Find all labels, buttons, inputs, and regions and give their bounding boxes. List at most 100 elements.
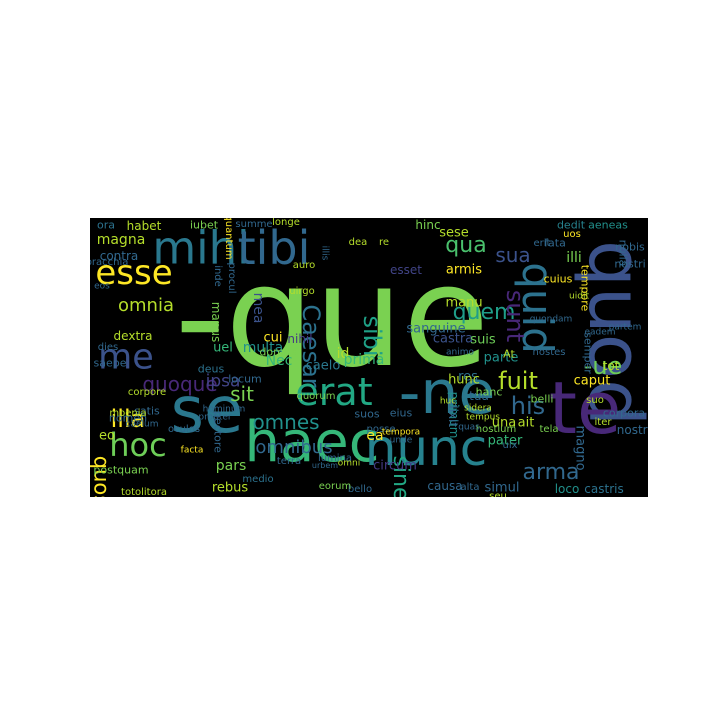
- cloud-word: corpore: [127, 387, 167, 398]
- cloud-word: suo: [586, 395, 604, 406]
- cloud-word: uos: [563, 229, 581, 240]
- cloud-word: lumina: [317, 453, 353, 464]
- cloud-word: bracchia: [90, 257, 129, 268]
- cloud-word: quem: [452, 300, 516, 325]
- cloud-word: terra: [276, 456, 302, 467]
- cloud-word: nostri: [614, 257, 646, 271]
- cloud-word: tempora: [381, 427, 421, 438]
- cloud-word: magno: [572, 425, 588, 471]
- cloud-word: tempore: [578, 264, 592, 312]
- cloud-word: quas: [458, 422, 480, 433]
- cloud-word: summe: [235, 219, 273, 230]
- cloud-word: erit: [533, 238, 551, 249]
- cloud-word: dextra: [113, 329, 153, 343]
- cloud-word: suos: [354, 407, 380, 421]
- cloud-word: hoc: [109, 426, 167, 464]
- cloud-word: locum: [228, 372, 262, 386]
- cloud-word: illa: [110, 405, 146, 433]
- cloud-word: mea: [250, 292, 266, 324]
- cloud-word: nomen: [108, 411, 148, 425]
- cloud-word: belli: [530, 392, 554, 406]
- cloud-word: eos: [94, 281, 110, 292]
- cloud-word: uix: [502, 440, 518, 451]
- cloud-word: propter: [198, 412, 232, 423]
- cloud-word: quantum: [223, 218, 234, 260]
- cloud-word: nunc: [364, 419, 488, 477]
- cloud-word: tibi: [237, 221, 311, 275]
- cloud-word: satis: [134, 404, 160, 418]
- cloud-word: sese: [439, 225, 469, 241]
- cloud-word: hinc: [415, 218, 441, 232]
- cloud-word: una: [491, 415, 517, 431]
- cloud-word: facta: [180, 445, 204, 456]
- cloud-word: nobis: [615, 240, 645, 254]
- cloud-word: animo: [446, 347, 474, 358]
- cloud-word: omnia: [118, 295, 174, 316]
- cloud-word: illis: [319, 245, 330, 261]
- cloud-word: sibi: [358, 315, 386, 357]
- cloud-word: arma: [522, 460, 580, 485]
- cloud-word: esset: [390, 263, 422, 277]
- cloud-word: eorum: [318, 481, 352, 492]
- cloud-word: hostes: [532, 347, 566, 358]
- cloud-word: postquam: [93, 463, 149, 477]
- cloud-word: tela: [539, 424, 559, 435]
- cloud-word: fata: [544, 236, 566, 250]
- cloud-word: Nec: [265, 353, 293, 369]
- cloud-word: cui: [263, 330, 283, 346]
- cloud-word: pars: [215, 458, 247, 474]
- cloud-word: castris: [584, 482, 624, 496]
- cloud-word: parte: [483, 350, 519, 366]
- cloud-word: caput: [573, 373, 611, 389]
- cloud-word: id: [336, 346, 350, 362]
- cloud-word: contra: [99, 249, 139, 263]
- cloud-word: auro: [292, 260, 316, 271]
- cloud-word: ait: [517, 415, 535, 431]
- cloud-word: esse: [95, 253, 173, 293]
- cloud-word: sanguine: [406, 321, 466, 337]
- cloud-word: suis: [470, 332, 496, 348]
- cloud-word: moenia: [109, 408, 147, 419]
- cloud-word: quoque: [142, 372, 218, 396]
- cloud-word: oculos: [167, 424, 201, 435]
- cloud-word: huc: [439, 396, 457, 407]
- cloud-word: -ne: [398, 358, 496, 428]
- cloud-word: habet: [126, 219, 162, 233]
- cloud-word: sua: [495, 243, 531, 267]
- cloud-word: eo: [99, 428, 115, 444]
- cloud-word: bello: [347, 484, 373, 495]
- cloud-word: medio: [242, 474, 274, 485]
- cloud-word: procul: [226, 262, 237, 294]
- cloud-word: causa: [427, 479, 463, 493]
- cloud-word: dedit: [556, 218, 586, 232]
- cloud-word: loco: [554, 482, 580, 496]
- cloud-word: circum: [373, 458, 417, 474]
- cloud-word: ea: [366, 428, 384, 444]
- cloud-word: simul: [484, 480, 520, 496]
- cloud-word: res: [458, 369, 478, 385]
- cloud-word: tua: [469, 389, 489, 403]
- cloud-word: corpora: [602, 406, 646, 420]
- cloud-word: tempus: [466, 412, 500, 423]
- cloud-word: haec: [244, 410, 380, 475]
- cloud-word: hostium: [475, 424, 517, 435]
- cloud-word: ipsa: [205, 371, 241, 392]
- cloud-word: domus: [259, 345, 297, 359]
- cloud-word: -ue: [583, 352, 623, 380]
- cloud-word: pater: [487, 433, 523, 449]
- cloud-word: At: [503, 347, 515, 361]
- cloud-word: omnibus: [255, 437, 333, 458]
- cloud-word: erat: [295, 370, 373, 414]
- cloud-word: nostris: [616, 423, 648, 437]
- cloud-word: rebus: [211, 480, 249, 496]
- cloud-word: illi: [566, 250, 582, 266]
- cloud-word: sunt: [501, 289, 529, 343]
- cloud-word: omni: [337, 458, 361, 469]
- cloud-word: urbem: [311, 461, 339, 470]
- cloud-word: se: [170, 374, 244, 448]
- cloud-word: castra: [432, 331, 474, 347]
- cloud-word: qua: [445, 233, 487, 258]
- cloud-word: inde: [212, 265, 223, 287]
- cloud-word: dea: [348, 237, 368, 248]
- cloud-word: eadem: [584, 327, 616, 338]
